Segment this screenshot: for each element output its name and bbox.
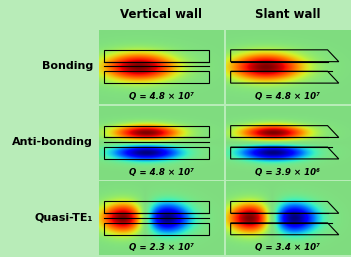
Bar xyxy=(104,147,209,159)
Bar xyxy=(104,201,209,213)
Text: Quasi-TE₁: Quasi-TE₁ xyxy=(35,213,93,223)
Text: Q = 4.8 × 10⁷: Q = 4.8 × 10⁷ xyxy=(256,92,320,101)
Text: Q = 3.9 × 10⁶: Q = 3.9 × 10⁶ xyxy=(256,168,320,177)
Text: Vertical wall: Vertical wall xyxy=(120,8,203,21)
Text: Bonding: Bonding xyxy=(42,61,93,71)
Bar xyxy=(104,71,209,83)
Text: Q = 4.8 × 10⁷: Q = 4.8 × 10⁷ xyxy=(129,92,194,101)
Text: Q = 3.4 × 10⁷: Q = 3.4 × 10⁷ xyxy=(256,243,320,252)
Bar xyxy=(104,50,209,62)
Text: Q = 4.8 × 10⁷: Q = 4.8 × 10⁷ xyxy=(129,168,194,177)
Bar xyxy=(104,223,209,235)
Text: Slant wall: Slant wall xyxy=(255,8,320,21)
Text: Anti-bonding: Anti-bonding xyxy=(12,137,93,147)
Text: Q = 2.3 × 10⁷: Q = 2.3 × 10⁷ xyxy=(129,243,194,252)
Bar xyxy=(104,126,209,137)
